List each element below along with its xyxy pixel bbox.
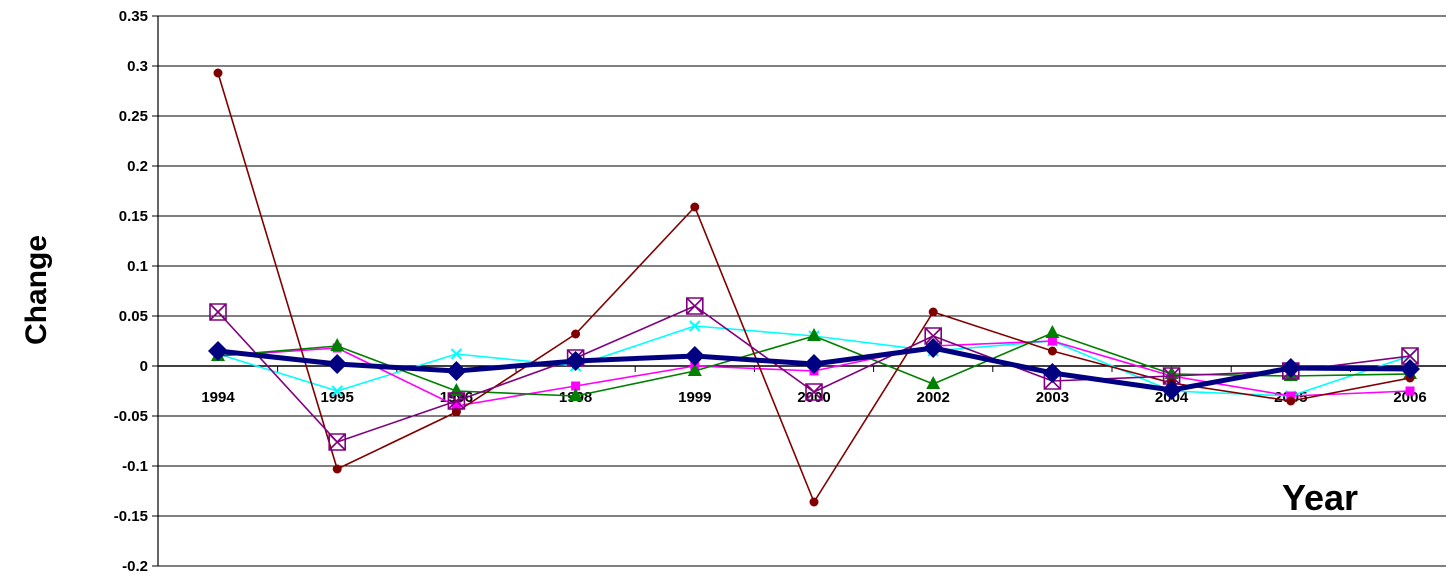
data-point <box>327 354 348 374</box>
data-point <box>1401 347 1419 365</box>
data-point <box>565 351 586 371</box>
data-point <box>1405 386 1415 396</box>
data-point <box>1286 391 1296 401</box>
data-point <box>805 383 823 401</box>
data-point <box>328 433 346 451</box>
data-point <box>923 338 944 358</box>
data-point <box>450 348 463 360</box>
data-point <box>1042 363 1063 383</box>
y-tick-label: 0.25 <box>119 108 148 125</box>
data-point <box>1286 396 1296 406</box>
y-tick-label: 0.15 <box>119 208 148 225</box>
y-tick-label: 0 <box>140 358 148 375</box>
y-tick-label: -0.1 <box>122 458 148 475</box>
data-point <box>809 497 819 507</box>
y-tick-label: -0.2 <box>122 558 148 575</box>
data-point <box>208 341 228 361</box>
data-point <box>804 354 824 374</box>
data-point <box>1162 367 1181 385</box>
x-tick-label: 2006 <box>1393 389 1426 406</box>
series-6 <box>208 338 1420 400</box>
data-point <box>209 303 227 321</box>
y-tick-label: 0.35 <box>119 8 148 25</box>
series-group <box>208 68 1420 507</box>
y-tick-label: 0.3 <box>127 58 148 75</box>
data-point <box>1400 359 1420 379</box>
x-tick-label: 1995 <box>321 389 354 406</box>
x-tick-label: 2003 <box>1036 389 1069 406</box>
data-point <box>447 392 466 410</box>
data-point <box>332 464 342 474</box>
x-tick-label: 2002 <box>917 389 950 406</box>
y-tick-label: 0.2 <box>127 158 148 175</box>
data-point <box>451 401 461 411</box>
data-point <box>568 388 583 401</box>
data-point <box>928 307 938 317</box>
y-tick-labels: 0.35 0.3 0.25 0.2 0.15 0.1 0.05 0 -0.05 -0.1 -0.15… <box>114 8 148 575</box>
data-point <box>1047 336 1057 346</box>
x-axis-title: Year <box>1282 477 1358 518</box>
data-point <box>689 320 701 332</box>
y-tick-label: 0.1 <box>127 258 148 275</box>
data-point <box>1161 380 1182 400</box>
data-point <box>926 376 941 389</box>
y-tick-label: -0.15 <box>114 508 148 525</box>
y-axis-title: Change <box>20 235 53 345</box>
data-point <box>330 338 345 351</box>
data-point <box>331 385 343 397</box>
x-tick-label: 1994 <box>201 389 235 406</box>
y-tick-label: -0.05 <box>114 408 148 425</box>
data-point <box>446 361 467 381</box>
series-4 <box>213 68 1415 507</box>
data-point <box>1047 346 1057 356</box>
data-point <box>571 329 581 339</box>
data-point <box>213 68 223 78</box>
series-line <box>217 72 1411 503</box>
data-point <box>1280 358 1301 378</box>
x-tick-label: 1999 <box>678 389 711 406</box>
data-point <box>687 363 702 376</box>
y-tick-label: 0.05 <box>119 308 148 325</box>
data-point <box>684 346 705 366</box>
axes <box>157 16 1446 566</box>
data-point <box>1045 325 1060 338</box>
gridlines <box>152 15 1446 567</box>
data-point <box>686 297 704 315</box>
data-point <box>571 381 581 391</box>
data-point <box>807 328 821 341</box>
data-point <box>690 202 700 212</box>
data-point <box>924 327 942 345</box>
